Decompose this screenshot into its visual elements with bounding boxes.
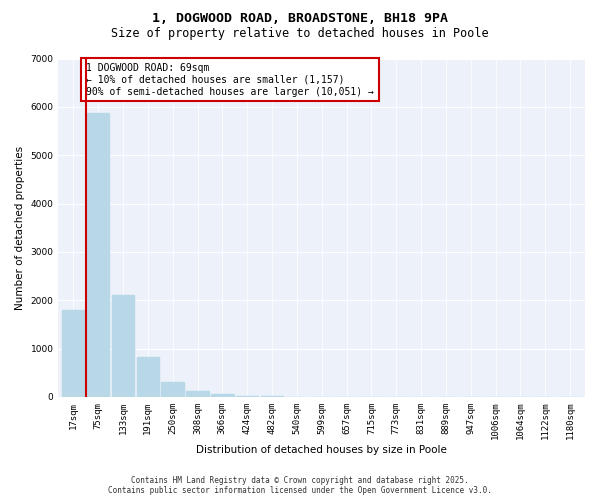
Text: Contains HM Land Registry data © Crown copyright and database right 2025.
Contai: Contains HM Land Registry data © Crown c… — [108, 476, 492, 495]
Bar — [112, 296, 134, 397]
Bar — [87, 113, 109, 397]
Text: 1, DOGWOOD ROAD, BROADSTONE, BH18 9PA: 1, DOGWOOD ROAD, BROADSTONE, BH18 9PA — [152, 12, 448, 26]
Bar — [161, 382, 184, 397]
Bar — [211, 394, 233, 397]
Bar — [187, 390, 209, 397]
Bar — [236, 396, 259, 397]
Y-axis label: Number of detached properties: Number of detached properties — [15, 146, 25, 310]
X-axis label: Distribution of detached houses by size in Poole: Distribution of detached houses by size … — [196, 445, 447, 455]
Text: Size of property relative to detached houses in Poole: Size of property relative to detached ho… — [111, 28, 489, 40]
Text: 1 DOGWOOD ROAD: 69sqm
← 10% of detached houses are smaller (1,157)
90% of semi-d: 1 DOGWOOD ROAD: 69sqm ← 10% of detached … — [86, 64, 374, 96]
Bar — [137, 358, 159, 397]
Bar — [62, 310, 85, 397]
